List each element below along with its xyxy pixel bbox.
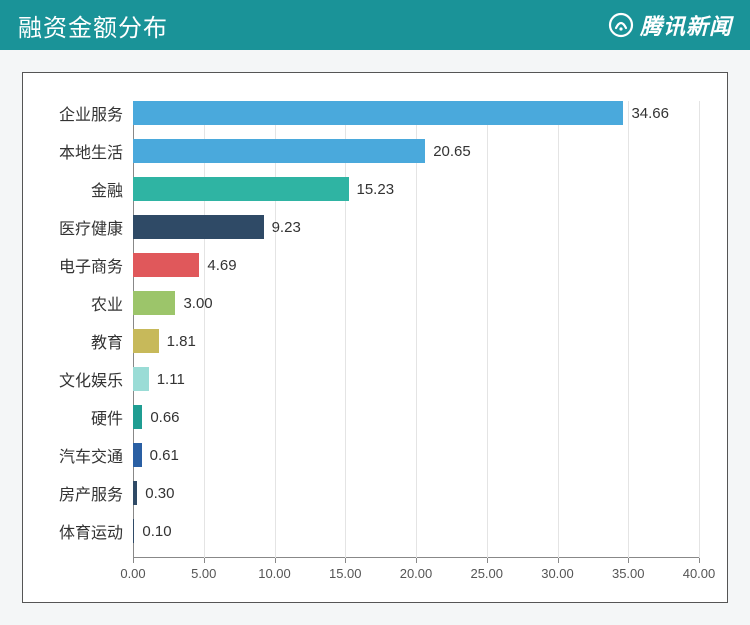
x-tick-label: 0.00 (120, 566, 145, 581)
category-label: 房产服务 (23, 481, 123, 505)
category-label: 教育 (23, 329, 123, 353)
bar-value-label: 20.65 (433, 143, 471, 160)
category-label: 农业 (23, 291, 123, 315)
x-tick-label: 10.00 (258, 566, 291, 581)
bar-row: 电子商务4.69 (133, 253, 699, 277)
x-tick (133, 558, 134, 563)
brand: 腾讯新闻 (608, 9, 732, 41)
bar (133, 253, 199, 277)
bar (133, 177, 349, 201)
x-tick (628, 558, 629, 563)
chart: 0.00 5.00 10.00 15.00 20.00 25.00 30.00 35.00 40… (22, 72, 728, 603)
bar-row: 医疗健康9.23 (133, 215, 699, 239)
bar (133, 481, 137, 505)
brand-text: 腾讯新闻 (640, 9, 732, 41)
header: 融资金额分布 腾讯新闻 (0, 0, 750, 50)
bar-row: 房产服务0.30 (133, 481, 699, 505)
x-tick-label: 30.00 (541, 566, 574, 581)
bar-value-label: 9.23 (272, 219, 301, 236)
x-tick (558, 558, 559, 563)
category-label: 电子商务 (23, 253, 123, 277)
bar-row: 文化娱乐1.11 (133, 367, 699, 391)
x-tick-label: 20.00 (400, 566, 433, 581)
x-tick-label: 25.00 (470, 566, 503, 581)
category-label: 医疗健康 (23, 215, 123, 239)
bar-value-label: 15.23 (357, 181, 395, 198)
category-label: 体育运动 (23, 519, 123, 543)
x-tick-label: 5.00 (191, 566, 216, 581)
bar-value-label: 3.00 (183, 295, 212, 312)
bar-row: 企业服务34.66 (133, 101, 699, 125)
brand-logo-icon (608, 12, 634, 38)
bar-value-label: 1.81 (167, 333, 196, 350)
category-label: 文化娱乐 (23, 367, 123, 391)
bar-row: 金融15.23 (133, 177, 699, 201)
bar (133, 367, 149, 391)
bar-row: 本地生活20.65 (133, 139, 699, 163)
chart-container: 0.00 5.00 10.00 15.00 20.00 25.00 30.00 35.00 40… (0, 50, 750, 625)
bar-value-label: 4.69 (207, 257, 236, 274)
bar-row: 体育运动0.10 (133, 519, 699, 543)
bar (133, 405, 142, 429)
bar (133, 101, 623, 125)
bar (133, 519, 134, 543)
gridline (699, 101, 700, 558)
category-label: 硬件 (23, 405, 123, 429)
x-tick (699, 558, 700, 563)
bar-value-label: 0.61 (150, 447, 179, 464)
bar-value-label: 0.10 (142, 523, 171, 540)
x-tick-label: 15.00 (329, 566, 362, 581)
category-label: 企业服务 (23, 101, 123, 125)
bar-value-label: 1.11 (157, 371, 185, 388)
category-label: 金融 (23, 177, 123, 201)
category-label: 汽车交通 (23, 443, 123, 467)
x-tick (487, 558, 488, 563)
category-label: 本地生活 (23, 139, 123, 163)
x-tick (275, 558, 276, 563)
bar (133, 215, 264, 239)
bar-value-label: 0.30 (145, 485, 174, 502)
plot-area: 0.005.0010.0015.0020.0025.0030.0035.0040… (133, 101, 699, 558)
x-tick (416, 558, 417, 563)
bar-row: 汽车交通0.61 (133, 443, 699, 467)
bar (133, 139, 425, 163)
bar (133, 443, 142, 467)
x-tick-label: 35.00 (612, 566, 645, 581)
x-tick (204, 558, 205, 563)
bar-row: 硬件0.66 (133, 405, 699, 429)
bar-value-label: 0.66 (150, 409, 179, 426)
bar-value-label: 34.66 (631, 105, 669, 122)
x-tick-label: 40.00 (683, 566, 716, 581)
bar (133, 329, 159, 353)
bar-row: 教育1.81 (133, 329, 699, 353)
page-title: 融资金额分布 (18, 8, 168, 43)
x-tick (345, 558, 346, 563)
bar-row: 农业3.00 (133, 291, 699, 315)
bar (133, 291, 175, 315)
